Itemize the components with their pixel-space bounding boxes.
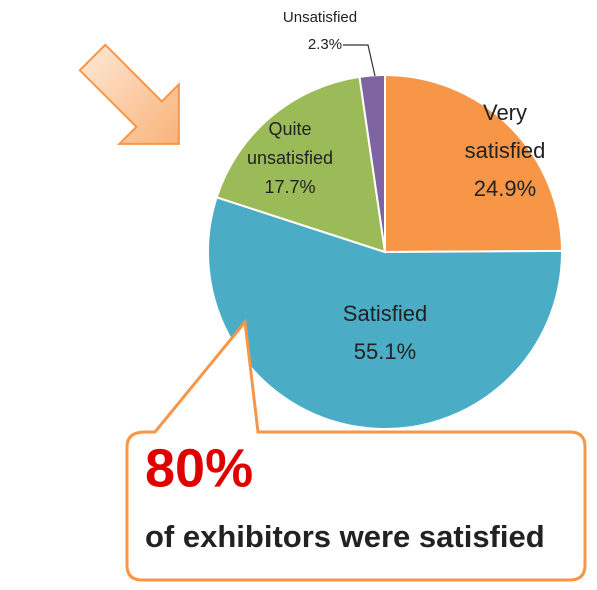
callout-text: of exhibitors were satisfied (145, 519, 545, 554)
slice-value-label: 24.9% (474, 176, 536, 201)
pie-slice (215, 75, 387, 254)
slice-value-label: 2.3% (308, 36, 342, 53)
slice-label: Very satisfied (465, 100, 546, 163)
pie-slice (384, 73, 564, 254)
pie-slice (207, 196, 563, 430)
slice-value-label: 55.1% (354, 339, 416, 364)
pie-slice (358, 73, 386, 253)
slice-label: Quite unsatisfied (247, 119, 333, 168)
arrow (78, 43, 180, 145)
callout-headline: 80% (145, 438, 253, 498)
slice-value-label: 17.7% (264, 177, 315, 197)
leader-line (343, 44, 376, 77)
slice-label: Satisfied (343, 301, 427, 326)
slice-label: Unsatisfied (283, 9, 357, 26)
callout (125, 318, 587, 582)
pie (207, 73, 564, 430)
